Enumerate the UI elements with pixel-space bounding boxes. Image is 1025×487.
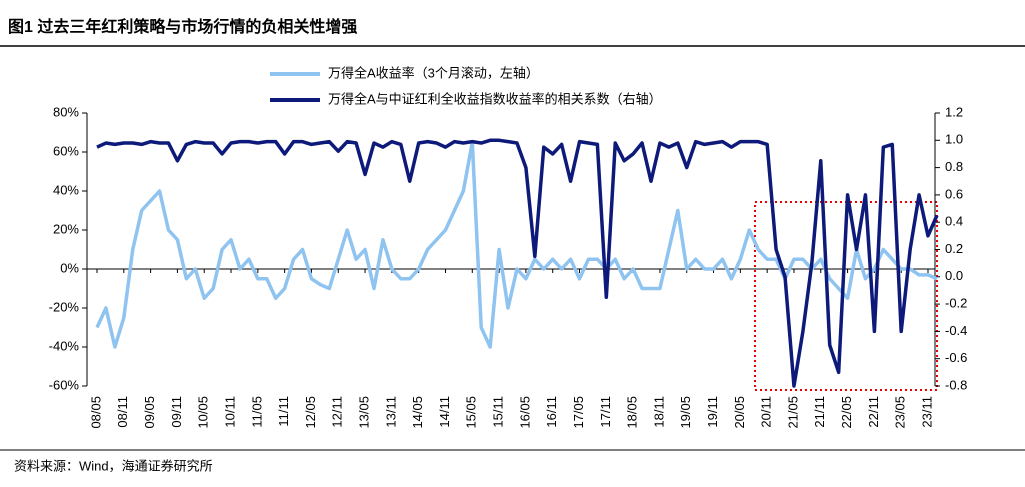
x-tick-label: 23/05 — [893, 396, 908, 429]
x-tick-label: 08/05 — [88, 396, 103, 429]
x-tick-label: 15/11 — [491, 396, 506, 428]
x-tick-label: 13/11 — [383, 396, 398, 428]
y2-tick-label: -0.8 — [945, 377, 967, 392]
x-tick-label: 14/05 — [410, 396, 425, 429]
legend-label: 万得全A与中证红利全收益指数收益率的相关系数（右轴） — [328, 91, 662, 106]
y-tick-label: 20% — [53, 221, 79, 236]
x-tick-label: 15/05 — [464, 396, 479, 429]
x-tick-label: 17/11 — [598, 396, 613, 428]
y-tick-label: -60% — [49, 377, 80, 392]
y2-tick-label: -0.6 — [945, 350, 967, 365]
series-line — [95, 140, 938, 349]
x-tick-label: 21/05 — [785, 396, 800, 429]
y2-tick-label: 0.6 — [945, 186, 963, 201]
x-tick-label: 12/05 — [303, 396, 318, 429]
x-tick-label: 08/11 — [115, 396, 130, 428]
x-tick-label: 19/05 — [678, 396, 693, 429]
x-tick-label: 11/11 — [276, 396, 291, 427]
y2-tick-label: -0.2 — [945, 296, 967, 311]
y2-tick-label: 0.4 — [945, 214, 963, 229]
source: 资料来源：Wind，海通证券研究所 — [14, 458, 213, 473]
y-tick-label: 60% — [53, 143, 79, 158]
x-tick-label: 22/11 — [866, 396, 881, 428]
x-tick-label: 23/11 — [919, 396, 934, 428]
x-tick-label: 10/11 — [222, 396, 237, 428]
y-tick-label: 0% — [60, 260, 79, 275]
x-tick-label: 19/11 — [705, 396, 720, 428]
x-tick-label: 13/05 — [357, 396, 372, 429]
x-tick-label: 18/11 — [651, 396, 666, 428]
x-tick-label: 09/11 — [169, 396, 184, 428]
y-tick-label: 80% — [53, 104, 79, 119]
x-tick-label: 16/11 — [544, 396, 559, 428]
x-tick-label: 12/11 — [330, 396, 345, 428]
x-tick-label: 16/05 — [517, 396, 532, 429]
x-tick-label: 17/05 — [571, 396, 586, 429]
x-tick-label: 14/11 — [437, 396, 452, 428]
x-tick-label: 18/05 — [625, 396, 640, 429]
x-tick-label: 20/11 — [759, 396, 774, 428]
series-line — [96, 138, 939, 388]
chart-title: 图1 过去三年红利策略与市场行情的负相关性增强 — [8, 17, 357, 36]
x-tick-label: 22/05 — [839, 396, 854, 429]
y-tick-label: 40% — [53, 182, 79, 197]
y2-tick-label: -0.4 — [945, 323, 967, 338]
x-tick-label: 10/05 — [196, 396, 211, 429]
x-tick-label: 11/05 — [249, 396, 264, 428]
y2-tick-label: 1.0 — [945, 132, 963, 147]
y-tick-label: -40% — [49, 338, 80, 353]
x-tick-label: 09/05 — [142, 396, 157, 429]
y2-tick-label: 0.0 — [945, 268, 963, 283]
y-tick-label: -20% — [49, 299, 80, 314]
legend-label: 万得全A收益率（3个月滚动，左轴） — [328, 65, 539, 80]
x-tick-label: 21/11 — [812, 396, 827, 428]
y2-tick-label: 1.2 — [945, 104, 963, 119]
y2-tick-label: 0.8 — [945, 159, 963, 174]
y2-tick-label: 0.2 — [945, 241, 963, 256]
x-tick-label: 20/05 — [732, 396, 747, 429]
